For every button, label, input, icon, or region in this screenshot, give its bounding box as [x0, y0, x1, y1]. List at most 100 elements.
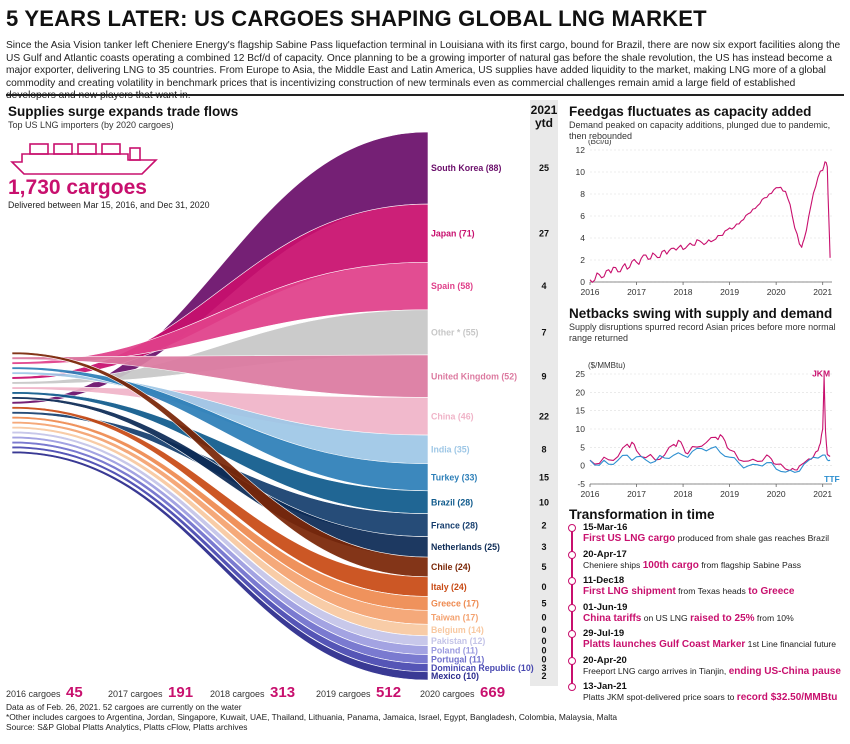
country-label: France (28)	[431, 520, 478, 530]
ytd-value: 3	[541, 542, 546, 552]
total-cargoes: 1,730 cargoes	[8, 176, 147, 199]
milestone-date: 15-Mar-16	[583, 522, 628, 533]
ytd-value: 2	[541, 671, 546, 681]
flow-mexico	[11, 450, 429, 681]
y-tick-label: 8	[580, 189, 585, 199]
country-label: South Korea (88)	[431, 163, 501, 173]
country-label: United Kingdom (52)	[431, 371, 517, 381]
y-axis-unit: ($/MMBtu)	[588, 361, 626, 370]
ytd-value: 15	[539, 472, 549, 482]
series-line-ttf	[589, 446, 831, 473]
flow-japan	[11, 203, 429, 380]
x-tick-label: 2020	[767, 287, 786, 297]
year-label: 2018 cargoes 313	[210, 684, 295, 701]
ytd-value: 3	[541, 663, 546, 673]
ytd-value: 0	[541, 645, 546, 655]
milestone-description: Freeport LNG cargo arrives in Tianjin, e…	[583, 665, 841, 677]
total-cargoes-note: Delivered between Mar 15, 2016, and Dec …	[8, 200, 210, 210]
country-label: Belgium (14)	[431, 625, 484, 635]
year-label: 2020 cargoes 669	[420, 684, 505, 701]
country-label: Brazil (28)	[431, 497, 473, 507]
ytd-value: 0	[541, 613, 546, 623]
country-label: Italy (24)	[431, 582, 467, 592]
header-divider	[6, 94, 844, 96]
milestone-description: Platts JKM spot-delivered price soars to…	[583, 692, 838, 703]
milestone-description: China tariffs on US LNG raised to 25% fr…	[583, 612, 794, 624]
x-tick-label: 2018	[674, 287, 693, 297]
ytd-value: 22	[539, 411, 549, 421]
timeline-dot	[568, 524, 576, 532]
ytd-value: 0	[541, 636, 546, 646]
series-line-jkm	[589, 375, 831, 472]
ship-icon	[10, 143, 158, 175]
milestone-date: 29-Jul-19	[583, 628, 625, 639]
milestone-date: 20-Apr-20	[583, 654, 627, 666]
country-label: Dominican Republic (10)	[431, 663, 534, 673]
milestone-description: First US LNG cargo produced from shale g…	[583, 533, 830, 544]
ytd-value: 5	[541, 599, 546, 609]
series-label: TTF	[824, 474, 840, 484]
ytd-value: 27	[539, 228, 549, 238]
footer-other-note: *Other includes cargoes to Argentina, Jo…	[6, 711, 618, 722]
netbacks-subtitle: Supply disruptions spurred record Asian …	[569, 322, 836, 343]
y-tick-label: 0	[580, 277, 585, 287]
y-tick-label: 5	[580, 442, 585, 452]
footer-data-note: Data as of Feb. 26, 2021. 52 cargoes are…	[6, 702, 242, 712]
x-tick-label: 2019	[720, 287, 739, 297]
timeline-dot	[568, 630, 576, 638]
y-tick-label: 20	[576, 387, 586, 397]
country-label: Greece (17)	[431, 599, 479, 609]
timeline-dot	[568, 683, 576, 691]
y-tick-label: 10	[576, 167, 586, 177]
ytd-value: 5	[541, 562, 546, 572]
ytd-value: 0	[541, 582, 546, 592]
y-tick-label: 25	[576, 369, 586, 379]
country-label: Spain (58)	[431, 281, 473, 291]
y-axis-unit: (Bcf/d)	[588, 140, 612, 146]
country-label: Taiwan (17)	[431, 613, 478, 623]
country-label: Portugal (11)	[431, 654, 484, 664]
country-label: Poland (11)	[431, 645, 478, 655]
x-tick-label: 2017	[627, 489, 646, 499]
milestone-description: First LNG shipment from Texas heads to G…	[583, 586, 795, 597]
ytd-value: 4	[541, 281, 546, 291]
sankey-subtitle: Top US LNG importers (by 2020 cargoes)	[8, 120, 174, 130]
page-title: 5 YEARS LATER: US CARGOES SHAPING GLOBAL…	[6, 6, 707, 31]
milestone-description: Cheniere ships 100th cargo from flagship…	[583, 559, 802, 571]
x-tick-label: 2016	[581, 287, 600, 297]
milestone-date: 11-Dec18	[583, 575, 625, 586]
y-tick-label: 6	[580, 211, 585, 221]
footer-source: Source: S&P Global Platts Analytics, Pla…	[6, 721, 248, 732]
timeline-dot	[568, 550, 576, 559]
ytd-header: 2021 ytd	[530, 103, 558, 130]
country-label: Netherlands (25)	[431, 542, 500, 552]
ytd-value: 7	[541, 327, 546, 337]
timeline-dot	[568, 577, 576, 585]
country-label: Chile (24)	[431, 562, 471, 572]
milestone-description: Platts launches Gulf Coast Marker 1st Li…	[583, 639, 837, 650]
x-tick-label: 2020	[767, 489, 786, 499]
x-tick-label: 2018	[674, 489, 693, 499]
ytd-value: 0	[541, 654, 546, 664]
timeline-dot	[568, 603, 576, 612]
y-tick-label: 0	[580, 461, 585, 471]
year-label: 2016 cargoes 45	[6, 684, 83, 701]
ytd-value: 0	[541, 625, 546, 635]
netbacks-title: Netbacks swing with supply and demand	[569, 306, 833, 321]
country-label: China (46)	[431, 411, 474, 421]
country-label: Pakistan (12)	[431, 636, 485, 646]
y-tick-label: 12	[576, 145, 586, 155]
country-label: Other * (55)	[431, 327, 478, 337]
y-tick-label: 2	[580, 255, 585, 265]
y-tick-label: 15	[576, 406, 586, 416]
sankey-title: Supplies surge expands trade flows	[8, 104, 239, 119]
milestone-date: 01-Jun-19	[583, 601, 628, 613]
country-label: India (35)	[431, 445, 470, 455]
ytd-value: 8	[541, 445, 546, 455]
milestone-date: 20-Apr-17	[583, 548, 627, 560]
timeline-dot	[568, 656, 576, 665]
x-tick-label: 2021	[813, 489, 832, 499]
footer-notes: Data as of Feb. 26, 2021. 52 cargoes are…	[6, 702, 618, 732]
